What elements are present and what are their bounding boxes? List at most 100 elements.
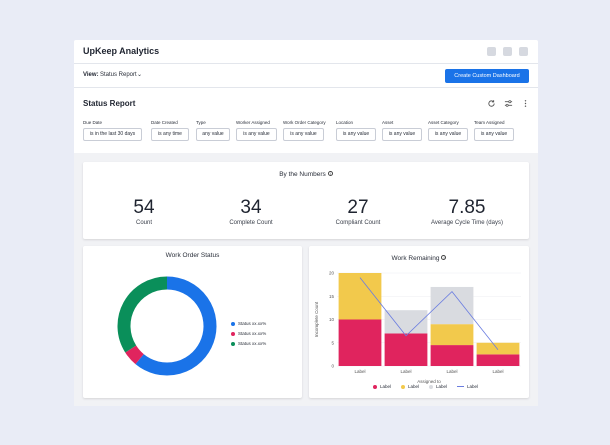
y-axis-label: Incomplete Count (314, 301, 319, 337)
filter-label: Type (196, 120, 206, 125)
filter-label: Team Assigned (474, 120, 505, 125)
numbers-title: By the Numbers (279, 171, 326, 178)
window-button-3[interactable] (519, 47, 528, 56)
filter-type: Type any value (196, 120, 230, 141)
view-bar: View: Status Report ⌄ Create Custom Dash… (74, 64, 538, 88)
stat-label: Compliant Count (335, 220, 381, 226)
legend-dot (231, 341, 235, 346)
filter-select[interactable]: any value (196, 128, 230, 141)
filter-work-order-category: Work Order Category is any value (283, 120, 326, 141)
bar-segment-1-0[interactable] (384, 333, 428, 366)
x-tick-label: Label (354, 369, 365, 374)
by-the-numbers-panel: By the Numbers i 54 Count 34 Complete Cou… (83, 162, 529, 239)
window-button-1[interactable] (487, 47, 496, 56)
x-tick-label: Label (400, 369, 411, 374)
trend-line (359, 277, 499, 350)
panel-title: Work Order Status (165, 252, 220, 259)
bar-segment-2-1[interactable] (430, 324, 474, 346)
filter-due-date: Due Date is in the last 30 days (83, 120, 142, 141)
legend-text: Status xx.xx% (238, 321, 267, 326)
filter-settings-icon[interactable] (504, 99, 513, 108)
filter-label: Date Created (151, 120, 178, 125)
work-remaining-title: Work Remaining (391, 255, 440, 262)
y-tick-label: 10 (329, 317, 335, 322)
bar-legend-item: Label (429, 384, 447, 389)
panel-title: Work Remaining i (309, 255, 529, 262)
donut-slice-0[interactable] (135, 276, 217, 376)
more-vertical-icon[interactable] (521, 99, 530, 108)
stat-value: 34 (240, 197, 262, 218)
bar-segment-0-0[interactable] (338, 319, 382, 367)
filter-label: Due Date (83, 120, 103, 125)
legend-dot (401, 384, 405, 389)
x-tick-label: Label (492, 369, 503, 374)
stat-label: Complete Count (229, 220, 273, 226)
donut-legend-item: Status xx.xx% (231, 321, 266, 326)
dashboard-content: By the Numbers i 54 Count 34 Complete Cou… (74, 153, 538, 406)
bar-segment-3-0[interactable] (476, 354, 520, 366)
create-dashboard-button[interactable]: Create Custom Dashboard (445, 69, 529, 83)
filter-team-assigned: Team Assigned is any value (474, 120, 514, 141)
filter-select[interactable]: is any value (474, 128, 514, 141)
filter-select[interactable]: is any time (151, 128, 189, 141)
y-tick-label: 20 (329, 271, 335, 276)
stat-complete-count: 34 Complete Count (196, 197, 306, 226)
legend-line (457, 385, 464, 387)
filter-select[interactable]: is in the last 30 days (83, 128, 142, 141)
donut-slice-1[interactable] (125, 345, 144, 365)
stat-count: 54 Count (89, 197, 199, 226)
bar-legend-item: Label (401, 384, 419, 389)
panel-title: By the Numbers i (83, 171, 529, 178)
refresh-icon[interactable] (487, 99, 496, 108)
x-axis-label: Assigned to (417, 379, 441, 384)
info-icon[interactable]: i (327, 171, 333, 176)
x-tick-label: Label (446, 369, 457, 374)
filter-asset: Asset is any value (382, 120, 422, 141)
stat-compliant-count: 27 Compliant Count (303, 197, 413, 226)
donut-legend-item: Status xx.xx% (231, 331, 266, 336)
window-button-2[interactable] (503, 47, 512, 56)
filter-date-created: Date Created is any time (151, 120, 189, 141)
legend-text: Label (380, 384, 392, 389)
donut-chart (117, 276, 217, 376)
donut-legend-item: Status xx.xx% (231, 341, 266, 346)
filter-select[interactable]: is any value (382, 128, 422, 141)
report-title: Status Report (83, 99, 136, 108)
filter-label: Location (336, 120, 354, 125)
bar-segment-3-1[interactable] (476, 342, 520, 355)
filter-asset-category: Asset Category is any value (428, 120, 468, 141)
stat-label: Average Cycle Time (days) (431, 220, 503, 226)
legend-text: Label (408, 384, 420, 389)
legend-dot (373, 384, 377, 389)
app-header: UpKeep Analytics (74, 40, 538, 64)
stat-value: 54 (133, 197, 155, 218)
work-order-status-panel: Work Order Status Status xx.xx% Status x… (83, 246, 302, 398)
legend-text: Label (436, 384, 448, 389)
y-tick-label: 0 (331, 364, 334, 369)
info-icon[interactable]: i (441, 255, 447, 260)
bar-segment-1-2[interactable] (384, 310, 428, 334)
filter-location: Location is any value (336, 120, 376, 141)
bar-segment-2-0[interactable] (430, 345, 474, 366)
stat-value: 7.85 (448, 197, 486, 218)
filter-select[interactable]: is any value (283, 128, 324, 141)
legend-dot (231, 321, 235, 326)
work-remaining-panel: Work Remaining i 0 5 10 15 20 Incomplete Count… (309, 246, 529, 398)
filter-select[interactable]: is any value (236, 128, 277, 141)
view-label: View: (83, 72, 99, 78)
legend-dot (429, 384, 433, 389)
donut-slice-2[interactable] (117, 276, 168, 353)
chevron-down-icon[interactable]: ⌄ (137, 72, 143, 78)
stat-label: Count (135, 220, 152, 226)
legend-text: Status xx.xx% (238, 341, 267, 346)
filter-label: Worker Assigned (236, 120, 270, 125)
bar-legend-item: Label (373, 384, 391, 389)
legend-dot (231, 331, 235, 336)
filter-label: Asset (382, 120, 394, 125)
filter-select[interactable]: is any value (336, 128, 376, 141)
dashboard-card: UpKeep Analytics View: Status Report ⌄ C… (74, 40, 538, 406)
stat-value: 27 (347, 197, 369, 218)
view-select[interactable]: Status Report (100, 72, 137, 78)
filter-select[interactable]: is any value (428, 128, 468, 141)
filter-worker-assigned: Worker Assigned is any value (236, 120, 277, 141)
